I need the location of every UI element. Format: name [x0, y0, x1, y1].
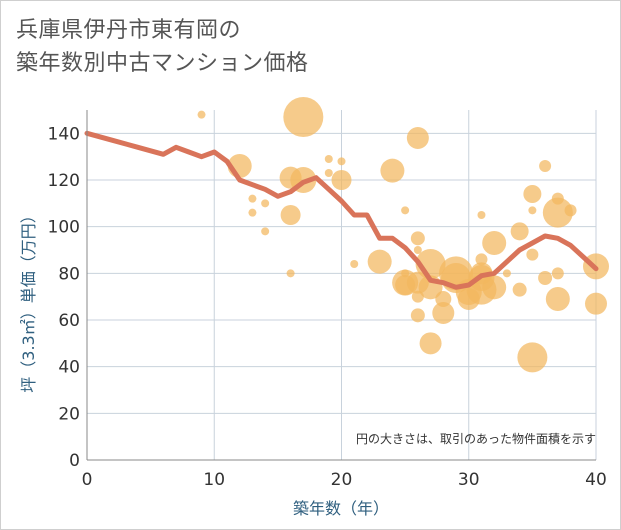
chart-title-line-2: 築年数別中古マンション価格 [16, 51, 309, 76]
x-tick-label: 0 [82, 470, 93, 490]
x-tick-label: 20 [331, 470, 353, 490]
bubble-point [502, 269, 511, 278]
bubble-point [413, 246, 422, 254]
bubble-point [324, 155, 333, 163]
y-tick-label: 20 [58, 404, 80, 424]
grid-lines [87, 110, 597, 460]
chart-title: 兵庫県伊丹市東有岡の 築年数別中古マンション価格 [16, 14, 309, 80]
y-tick-label: 40 [58, 358, 80, 378]
tick-labels: 0 20 40 60 80 100 120 140 0 10 20 30 40 [48, 124, 607, 490]
bubble-point [477, 211, 486, 219]
bubble-point [324, 169, 333, 177]
bubble-point [286, 269, 295, 278]
bubble-point [406, 127, 429, 149]
y-axis-label: 坪（3.3㎡）単価（万円） [19, 207, 38, 392]
y-tick-label: 80 [58, 264, 80, 284]
x-axis-label: 築年数（年） [293, 499, 389, 518]
bubble-point [283, 97, 324, 137]
bubble-point [248, 208, 257, 217]
x-tick-label: 10 [203, 470, 225, 490]
bubble-point [564, 204, 577, 217]
bubble-layer [197, 97, 609, 373]
bubble-point [432, 302, 455, 324]
bubble-point [517, 342, 548, 373]
bubble-point [367, 249, 392, 274]
bubble-point [526, 248, 539, 261]
bubble-point [261, 199, 270, 208]
y-tick-label: 140 [48, 124, 80, 144]
bubble-point [551, 267, 564, 280]
bubble-point [539, 160, 552, 172]
bubble-point [331, 170, 352, 190]
bubble-point [512, 282, 527, 297]
bubble-point [248, 194, 257, 203]
bubble-point [523, 185, 542, 203]
bubble-point [482, 231, 507, 255]
bubble-point [401, 206, 410, 215]
y-tick-label: 60 [58, 311, 80, 331]
bubble-point [585, 292, 607, 315]
x-tick-label: 30 [458, 470, 480, 490]
chart-title-line-1: 兵庫県伊丹市東有岡の [16, 18, 242, 43]
bubble-point [410, 231, 425, 246]
bubble-size-note: 円の大きさは、取引のあった物件面積を示す [356, 431, 596, 446]
bubble-point [410, 308, 425, 323]
bubble-point [538, 271, 553, 285]
bubble-point [350, 260, 359, 268]
trend-layer [84, 130, 599, 290]
y-tick-label: 120 [48, 171, 80, 191]
trend-line [84, 130, 599, 290]
bubble-point [419, 332, 442, 355]
bubble-point [337, 157, 346, 166]
bubble-point [261, 227, 270, 236]
bubble-point [197, 110, 206, 119]
y-tick-label: 0 [69, 451, 80, 471]
bubble-point [482, 275, 507, 300]
bubble-point [475, 253, 488, 266]
y-tick-label: 100 [48, 218, 80, 238]
axes-layer [86, 110, 596, 461]
bubble-point [510, 222, 529, 241]
bubble-point [545, 287, 570, 311]
bubble-point [542, 197, 573, 228]
bubble-point [380, 158, 405, 183]
bubble-point [280, 205, 301, 225]
bubble-point [528, 206, 537, 215]
x-tick-label: 40 [585, 470, 607, 490]
